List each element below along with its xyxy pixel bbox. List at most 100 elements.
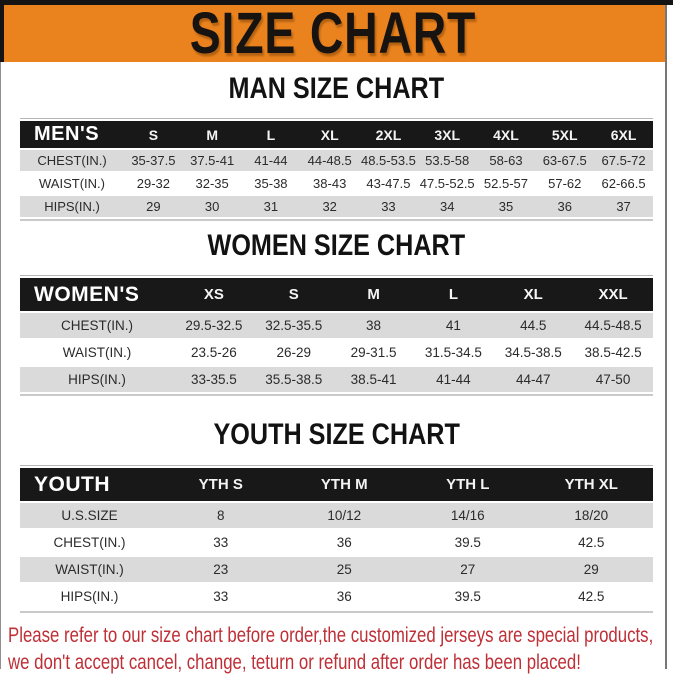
- table-row: CHEST(IN.) 35-37.5 37.5-41 41-44 44-48.5 48.5…: [20, 150, 653, 171]
- cell-value: 35.5-38.5: [253, 367, 334, 392]
- cell-value: 35: [476, 196, 536, 217]
- cell-value: 36: [336, 535, 352, 550]
- cell-value: 18/20: [529, 503, 653, 528]
- cell-value: 48.5-53.5: [359, 150, 418, 171]
- column-header: S: [124, 121, 183, 148]
- row-label: CHEST(IN.): [53, 535, 126, 550]
- cell-value: 67.5-72: [594, 150, 653, 171]
- row-label: CHEST(IN.): [20, 313, 174, 338]
- cell-value: 41-44: [241, 150, 301, 171]
- table-title-cell: MEN'S: [20, 121, 124, 148]
- cell-value: 31: [241, 196, 301, 217]
- row-label: WAIST(IN.): [20, 557, 159, 582]
- cell-value: 44.5: [493, 313, 574, 338]
- cell-value: 29-31.5: [350, 345, 397, 360]
- cell-value: 29-32: [136, 176, 170, 191]
- cell-value: 14/16: [406, 503, 530, 528]
- table-title-cell: WOMEN'S: [20, 278, 174, 311]
- cell-value: 32: [300, 196, 360, 217]
- table-row: CHEST(IN.) 29.5-32.5 32.5-35.5 38 41 44.5 44.5…: [20, 313, 653, 338]
- cell-value: 52.5-57: [483, 176, 529, 191]
- table-title-cell: YOUTH: [20, 468, 159, 501]
- cell-value: 30: [182, 196, 242, 217]
- top-border-bar: [0, 0, 673, 5]
- cell-value: 37.5-41: [182, 150, 242, 171]
- column-header: YTH XL: [529, 468, 653, 501]
- cell-value: 63-67.5: [535, 150, 595, 171]
- cell-value: 47-50: [573, 367, 653, 392]
- row-label: HIPS(IN.): [60, 589, 119, 604]
- header-row: MEN'S S M L XL 2XL 3XL 4XL 5XL 6XL: [20, 121, 653, 148]
- cell-value: 38.5-41: [333, 367, 414, 392]
- cell-value: 34.5-38.5: [504, 345, 562, 360]
- cell-value: 42.5: [578, 535, 605, 550]
- cell-value: 33: [213, 589, 229, 604]
- table-row: WAIST(IN.) 29-32 32-35 35-38 38-43 43-47.5 47.…: [20, 173, 653, 194]
- column-header: M: [182, 121, 242, 148]
- youth-size-table: YOUTH YTH S YTH M YTH L YTH XL U.S.SIZE 8 10/12…: [20, 465, 653, 613]
- column-header: 3XL: [417, 121, 477, 148]
- page-title: SIZE CHART: [189, 0, 476, 66]
- cell-value: 36: [535, 196, 595, 217]
- cell-value: 34: [417, 196, 477, 217]
- youth-section-heading-text: YOUTH SIZE CHART: [213, 418, 460, 451]
- cell-value: 23: [159, 557, 283, 582]
- column-header: 4XL: [476, 121, 536, 148]
- cell-value: 43-47.5: [366, 176, 411, 191]
- left-border-line: [0, 62, 1, 669]
- table-row: WAIST(IN.) 23.5-26 26-29 29-31.5 31.5-34.5 34…: [20, 340, 653, 365]
- column-header: 2XL: [359, 121, 418, 148]
- row-label: U.S.SIZE: [20, 503, 159, 528]
- women-size-table: WOMEN'S XS S M L XL XXL CHEST(IN.) 29.5-32.5 32.5…: [20, 275, 653, 396]
- table-row: U.S.SIZE 8 10/12 14/16 18/20: [20, 503, 653, 528]
- column-header: S: [253, 278, 334, 311]
- column-header: XXL: [573, 278, 653, 311]
- cell-value: 33-35.5: [174, 367, 254, 392]
- cell-value: 44-47: [493, 367, 574, 392]
- cell-value: 32.5-35.5: [253, 313, 334, 338]
- cell-value: 32-35: [195, 176, 229, 191]
- cell-value: 44-48.5: [300, 150, 360, 171]
- table-row: HIPS(IN.) 33-35.5 35.5-38.5 38.5-41 41-44 44-…: [20, 367, 653, 392]
- table-row: CHEST(IN.) 33 36 39.5 42.5: [20, 530, 653, 555]
- cell-value: 29: [529, 557, 653, 582]
- column-header: L: [241, 121, 301, 148]
- cell-value: 25: [282, 557, 406, 582]
- cell-value: 35-37.5: [124, 150, 183, 171]
- column-header: YTH L: [406, 468, 530, 501]
- cell-value: 23.5-26: [191, 345, 237, 360]
- cell-value: 44.5-48.5: [573, 313, 653, 338]
- column-header: XL: [300, 121, 360, 148]
- youth-section-heading: YOUTH SIZE CHART: [0, 420, 673, 451]
- cell-value: 58-63: [476, 150, 536, 171]
- row-label: HIPS(IN.): [20, 367, 174, 392]
- row-label: WAIST(IN.): [62, 345, 132, 360]
- cell-value: 42.5: [578, 589, 605, 604]
- cell-value: 8: [159, 503, 283, 528]
- table-row: HIPS(IN.) 33 36 39.5 42.5: [20, 584, 653, 609]
- header-row: YOUTH YTH S YTH M YTH L YTH XL: [20, 468, 653, 501]
- cell-value: 47.5-52.5: [419, 176, 475, 191]
- column-header: XL: [493, 278, 574, 311]
- men-size-table: MEN'S S M L XL 2XL 3XL 4XL 5XL 6XL CHEST(IN.) 35-37…: [20, 118, 653, 221]
- row-label: WAIST(IN.): [39, 176, 105, 191]
- cell-value: 37: [594, 196, 653, 217]
- column-header: M: [333, 278, 414, 311]
- column-header: YTH S: [159, 468, 283, 501]
- cell-value: 29: [124, 196, 183, 217]
- cell-value: 33: [213, 535, 229, 550]
- cell-value: 38: [333, 313, 414, 338]
- men-section-heading: MAN SIZE CHART: [0, 74, 673, 105]
- cell-value: 41: [413, 313, 494, 338]
- column-header: 5XL: [535, 121, 595, 148]
- cell-value: 39.5: [454, 535, 481, 550]
- header-row: WOMEN'S XS S M L XL XXL: [20, 278, 653, 311]
- cell-value: 29.5-32.5: [174, 313, 254, 338]
- women-section-heading: WOMEN SIZE CHART: [0, 231, 673, 262]
- row-label: CHEST(IN.): [20, 150, 124, 171]
- table-row: WAIST(IN.) 23 25 27 29: [20, 557, 653, 582]
- cell-value: 53.5-58: [417, 150, 477, 171]
- title-banner: SIZE CHART: [0, 0, 665, 66]
- cell-value: 41-44: [413, 367, 494, 392]
- footer-line-1: Please refer to our size chart before or…: [8, 624, 654, 647]
